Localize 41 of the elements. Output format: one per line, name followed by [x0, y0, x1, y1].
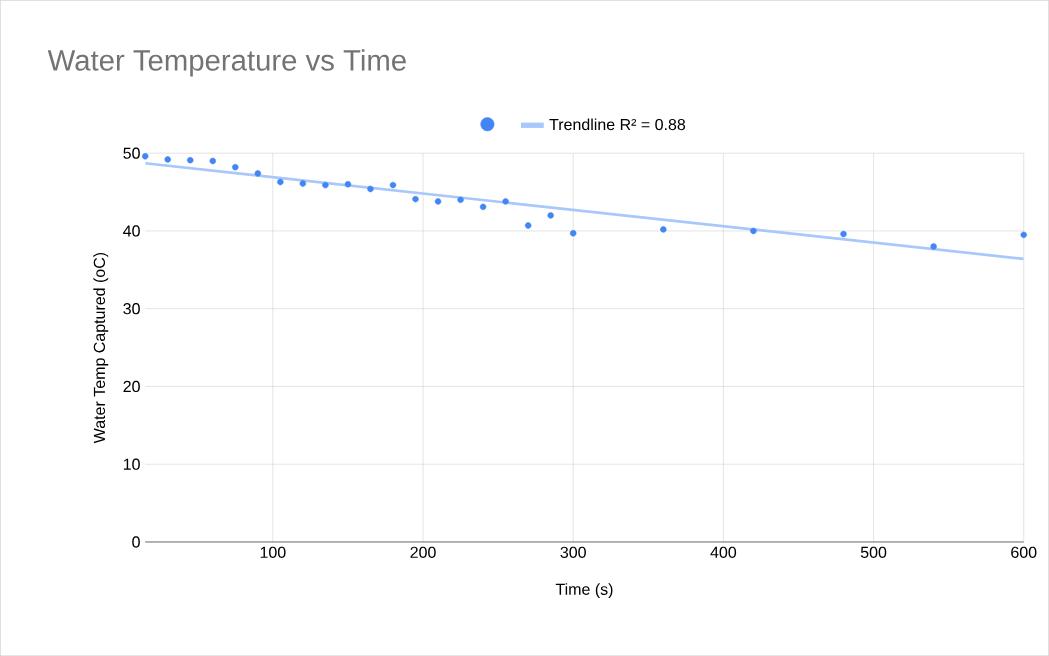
- point: [840, 230, 847, 238]
- x-tick-label: 400: [710, 546, 737, 558]
- point: [750, 227, 757, 235]
- y-tick-label: 40: [123, 225, 140, 237]
- point: [322, 181, 329, 189]
- point: [344, 180, 352, 188]
- point: [232, 163, 239, 171]
- x-tick-label: 300: [560, 546, 586, 558]
- y-tick-label: 10: [123, 458, 140, 470]
- point: [209, 157, 216, 165]
- point: [142, 153, 149, 160]
- point: [1020, 231, 1027, 238]
- legend-label: Trendline R² = 0.88: [549, 118, 686, 131]
- point: [502, 198, 509, 205]
- point: [164, 156, 171, 163]
- y-tick-label: 50: [123, 147, 140, 159]
- point: [434, 198, 442, 205]
- point: [389, 181, 397, 189]
- point: [570, 229, 577, 237]
- point: [524, 222, 532, 229]
- y-tick-label: 0: [132, 536, 140, 548]
- point: [254, 170, 262, 177]
- y-axis-title: Water Temp Captured (oC): [93, 252, 109, 444]
- point: [930, 243, 937, 250]
- point: [412, 195, 419, 203]
- x-tick-label: 100: [260, 546, 286, 558]
- x-tick-label: 500: [860, 546, 887, 558]
- point: [187, 156, 194, 164]
- point: [299, 180, 307, 187]
- chart-title: Water Temperature vs Time: [47, 49, 406, 77]
- x-axis-title: Time (s): [555, 583, 613, 598]
- y-tick-label: 30: [123, 302, 140, 315]
- point: [660, 226, 667, 233]
- point: [277, 178, 284, 186]
- point: [479, 203, 487, 210]
- x-tick-label: 200: [410, 546, 436, 558]
- point: [457, 196, 464, 203]
- x-tick-label: 600: [1011, 546, 1037, 558]
- point: [547, 212, 554, 219]
- y-tick-label: 20: [123, 380, 140, 393]
- point: [367, 185, 374, 193]
